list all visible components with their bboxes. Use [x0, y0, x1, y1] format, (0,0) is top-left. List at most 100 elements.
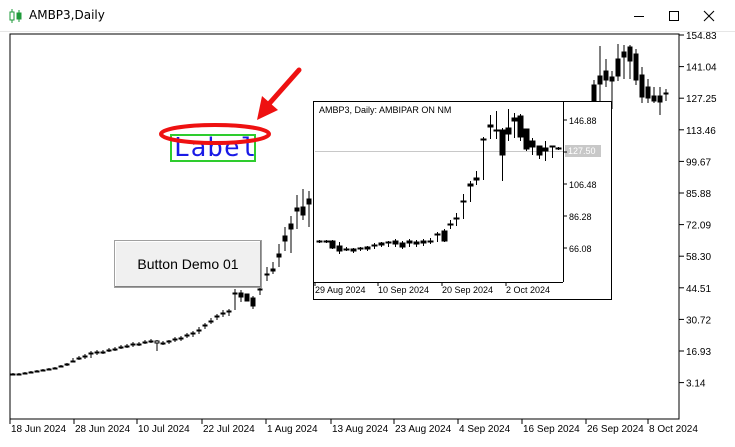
main-candle-body [657, 95, 663, 103]
label-object[interactable]: Label [170, 134, 256, 162]
price-axis-label: 72.09 [686, 221, 711, 232]
price-axis-label: 99.67 [686, 157, 711, 168]
main-candle-body [603, 70, 609, 81]
sub-candle-body [505, 127, 512, 135]
sub-price-label: 106.48 [569, 180, 597, 190]
sub-candle-body [350, 248, 357, 252]
sub-candle-body [511, 117, 518, 122]
main-candle-body [300, 206, 306, 216]
sub-candle-body [413, 241, 420, 245]
main-candle-body [615, 58, 621, 77]
price-axis-label: 127.25 [686, 94, 717, 105]
main-candle-body [639, 74, 645, 98]
sub-candle-body [441, 230, 448, 242]
close-button[interactable] [692, 0, 726, 31]
sub-candle-body [555, 147, 562, 150]
sub-chart-header: AMBP3, Daily: AMBIPAR ON NM [319, 105, 451, 115]
sub-date-label: 29 Aug 2024 [315, 285, 366, 295]
main-candle-body [16, 373, 22, 376]
date-axis-label: 8 Oct 2024 [649, 424, 698, 435]
main-candle-body [22, 372, 28, 375]
sub-candle-body [523, 128, 530, 150]
date-axis-label: 10 Jul 2024 [138, 424, 190, 435]
main-candle-body [184, 334, 190, 337]
main-candle-body [214, 315, 220, 318]
main-candle-body [46, 368, 52, 371]
main-candle-body [190, 332, 196, 335]
main-candle-body [88, 352, 94, 355]
main-candle-body [651, 95, 657, 102]
main-candle-body [306, 198, 312, 205]
main-candle-body [160, 342, 166, 345]
main-candle-body [282, 235, 288, 242]
window-title: AMBP3,Daily [29, 8, 105, 22]
sub-candle-body [323, 240, 330, 243]
main-candle-body [232, 292, 238, 295]
date-axis-label: 23 Aug 2024 [395, 424, 452, 435]
main-candle-body [257, 288, 263, 291]
main-candle-body [270, 268, 276, 272]
close-icon [703, 10, 715, 21]
sub-candle-body [487, 124, 494, 128]
date-axis-label: 18 Jun 2024 [11, 424, 66, 435]
sub-candle-body [364, 246, 371, 250]
sub-candle-body [357, 247, 364, 250]
minimize-button[interactable] [622, 0, 656, 31]
main-candle-body [220, 312, 226, 315]
main-candle-body [172, 338, 178, 341]
main-candle-body [166, 340, 172, 343]
price-axis-label: 85.88 [686, 189, 711, 200]
price-axis-label: 44.51 [686, 284, 711, 295]
main-candle-body [264, 273, 270, 276]
main-candle-body [106, 349, 112, 352]
sub-candle-body [549, 145, 556, 148]
sub-candle-body [329, 240, 336, 249]
sub-candle-body [480, 138, 487, 141]
date-axis-label: 4 Sep 2024 [459, 424, 511, 435]
price-axis-label: 113.46 [686, 126, 716, 137]
main-candle-body [34, 370, 40, 373]
main-candle-body [202, 324, 208, 327]
sub-candle-body [434, 233, 441, 236]
main-candle-body [64, 363, 70, 366]
price-axis-label: 30.72 [686, 315, 711, 326]
main-candles [10, 44, 669, 376]
sub-candle-body [385, 241, 392, 244]
main-candle-body [226, 310, 232, 313]
sub-candles [316, 109, 562, 254]
main-candle-body [136, 343, 142, 346]
sub-date-label: 10 Sep 2024 [378, 285, 429, 295]
main-candle-body [124, 345, 130, 348]
main-candle-body [112, 348, 118, 351]
main-candle-body [627, 46, 633, 62]
candlestick-chart-icon [9, 9, 22, 23]
embedded-chart-object[interactable]: AMBP3, Daily: AMBIPAR ON NM 127.50 146.88 1… [313, 101, 612, 300]
main-candle-body [196, 329, 202, 332]
sub-candle-body [343, 248, 350, 251]
sub-candle-body [406, 240, 413, 244]
main-candle-body [28, 371, 34, 374]
main-candle-body [10, 373, 16, 376]
price-axis-label: 154.83 [686, 31, 717, 42]
sub-candle-body [499, 129, 506, 156]
button-demo-01[interactable]: Button Demo 01 [114, 240, 262, 288]
price-axis-label: 141.04 [686, 63, 717, 74]
maximize-button[interactable] [657, 0, 691, 31]
sub-price-label: 66.08 [569, 244, 592, 254]
sub-candle-body [316, 240, 323, 243]
sub-candle-body [453, 217, 460, 220]
price-axis-label: 58.30 [686, 252, 711, 263]
main-candle-body [597, 75, 603, 85]
maximize-icon [669, 10, 679, 21]
sub-price-label: 146.88 [569, 116, 597, 126]
sub-candle-body [399, 242, 406, 248]
main-candle-body [250, 297, 256, 307]
sub-candle-body [427, 240, 434, 243]
sub-candle-body [467, 183, 474, 187]
price-axis-label: 16.93 [686, 347, 711, 358]
main-candle-body [276, 253, 282, 258]
sub-candle-body [529, 140, 536, 148]
main-candle-body [154, 340, 160, 344]
current-price-tag [565, 145, 601, 157]
sub-candle-body [542, 147, 549, 152]
